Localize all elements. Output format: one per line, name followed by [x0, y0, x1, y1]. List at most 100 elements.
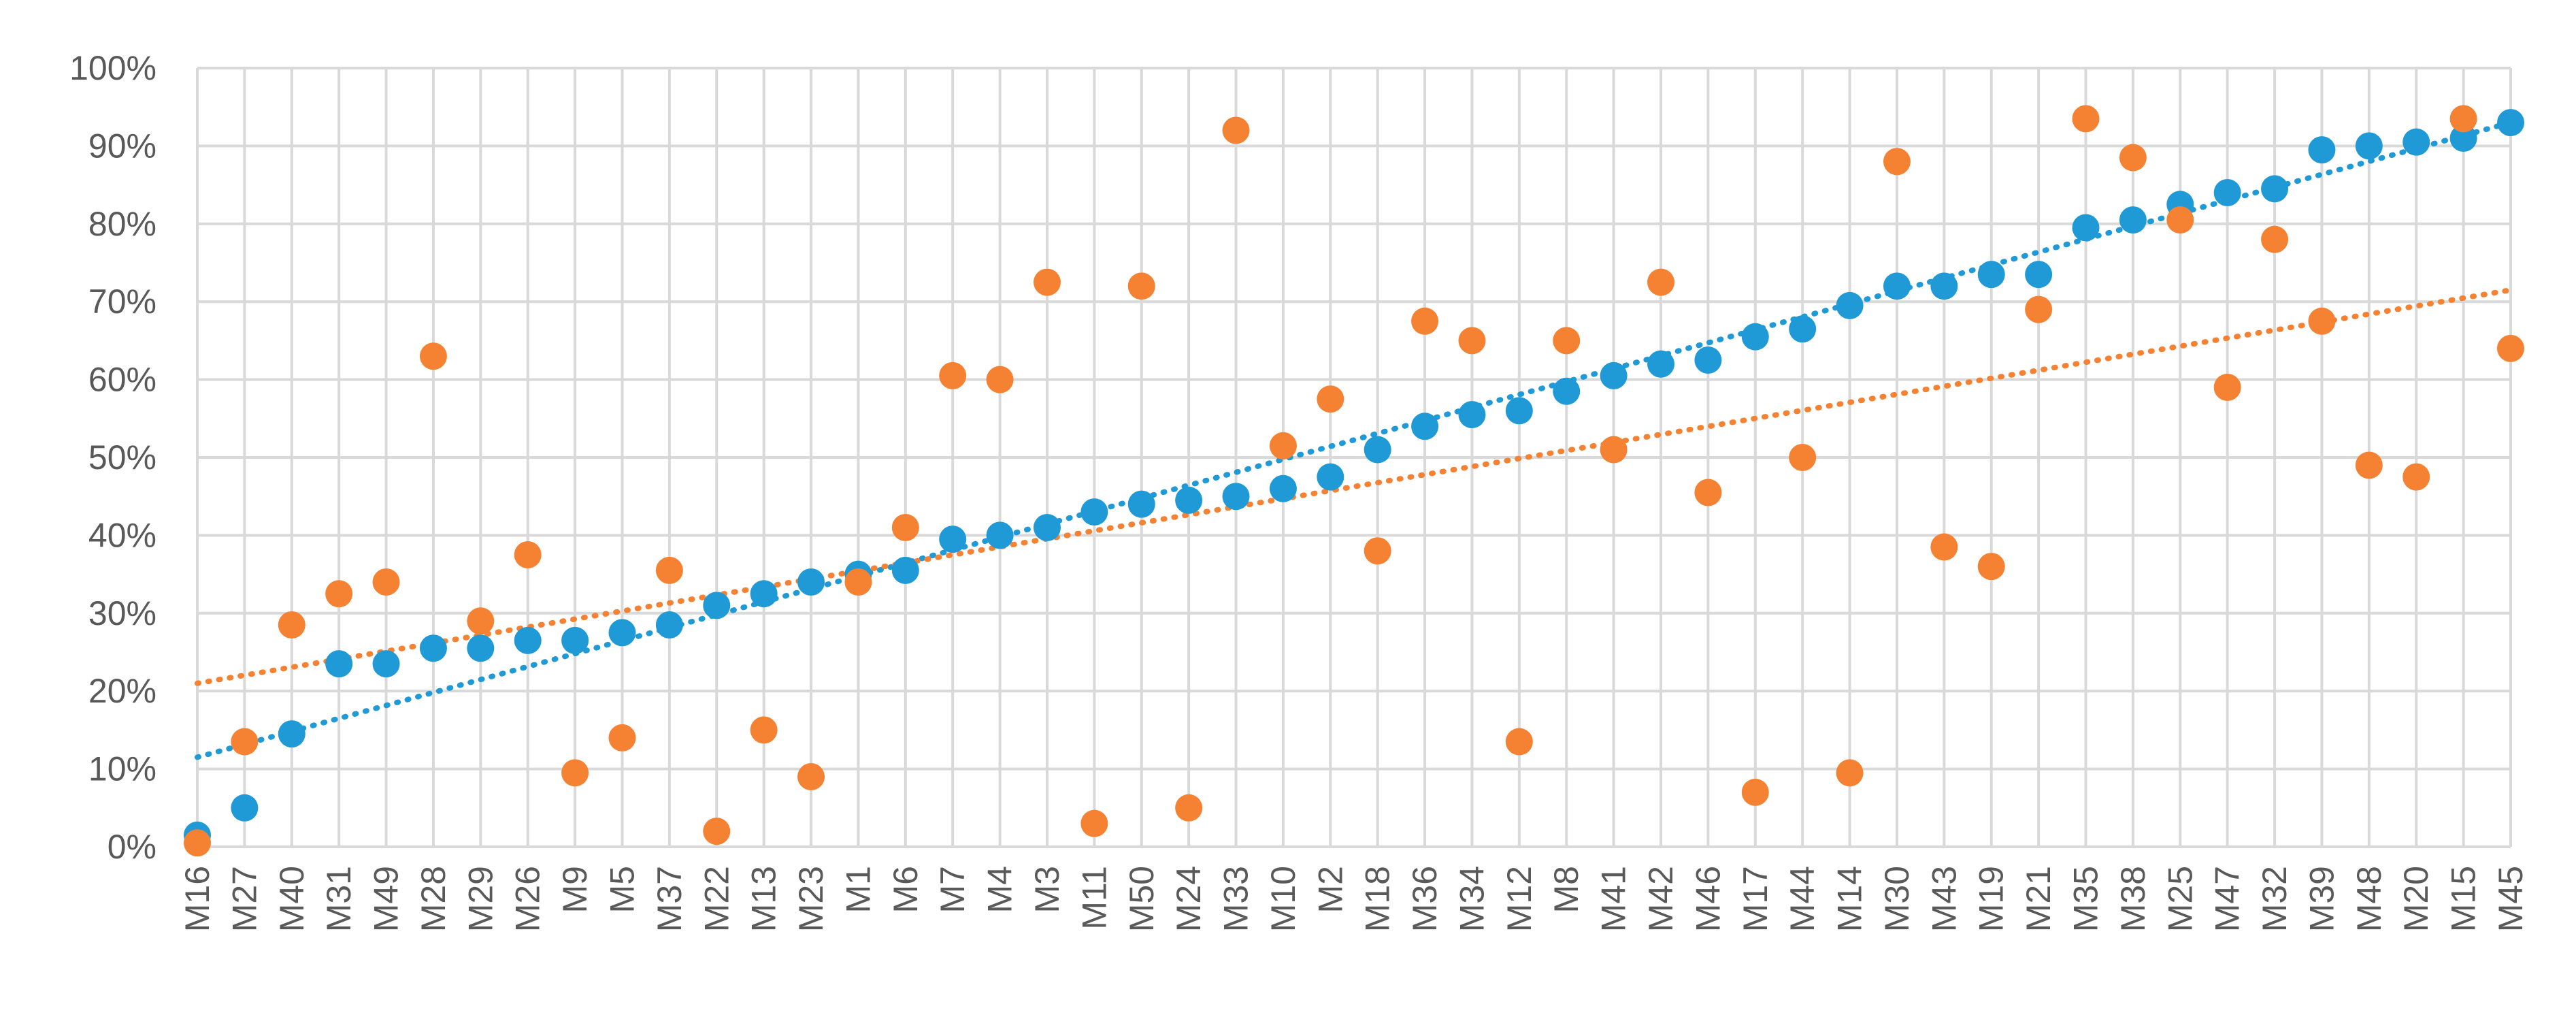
data-point-series-2: [1741, 778, 1769, 806]
data-point-series-1: [608, 619, 636, 647]
data-point-series-1: [2213, 179, 2241, 207]
data-point-series-2: [1883, 148, 1911, 176]
data-point-series-1: [2355, 132, 2383, 160]
data-point-series-1: [514, 626, 542, 654]
data-point-series-2: [2308, 307, 2336, 335]
data-point-series-1: [1789, 315, 1817, 343]
data-point-series-2: [1930, 533, 1958, 561]
data-point-series-2: [703, 818, 731, 845]
data-point-series-2: [467, 607, 495, 635]
data-point-series-1: [2025, 261, 2053, 289]
x-tick-label: M2: [1311, 866, 1349, 913]
data-point-series-2: [1647, 268, 1675, 296]
x-tick-label: M6: [887, 866, 925, 913]
data-point-series-2: [2166, 206, 2194, 234]
data-point-series-1: [1741, 323, 1769, 351]
x-tick-label: M33: [1217, 866, 1255, 932]
data-point-series-2: [1080, 809, 1108, 837]
data-point-series-2: [1458, 327, 1486, 355]
x-tick-label: M1: [839, 866, 877, 913]
x-tick-label: M8: [1547, 866, 1585, 913]
data-point-series-1: [1411, 413, 1439, 440]
x-tick-label: M17: [1736, 866, 1774, 932]
data-point-series-1: [1694, 346, 1722, 374]
data-point-series-2: [2402, 463, 2430, 491]
y-tick-label: 80%: [88, 205, 156, 243]
data-point-series-2: [1411, 307, 1439, 335]
data-point-series-2: [844, 568, 872, 596]
data-point-series-1: [2402, 128, 2430, 156]
y-tick-label: 60%: [88, 361, 156, 399]
data-point-series-2: [891, 513, 919, 541]
x-tick-label: M49: [367, 866, 406, 932]
x-tick-label: M45: [2492, 866, 2530, 932]
x-tick-label: M47: [2209, 866, 2247, 932]
data-point-series-2: [1269, 432, 1297, 459]
x-tick-label: M20: [2397, 866, 2435, 932]
x-tick-label: M4: [981, 866, 1019, 913]
data-point-series-2: [1789, 444, 1817, 471]
data-point-series-2: [561, 759, 589, 787]
data-point-series-1: [372, 650, 400, 678]
data-point-series-2: [797, 763, 825, 791]
data-point-series-2: [2449, 105, 2477, 133]
data-point-series-1: [2119, 206, 2147, 234]
data-point-series-1: [2449, 124, 2477, 152]
data-point-series-2: [325, 580, 353, 608]
data-point-series-2: [2072, 105, 2100, 133]
y-tick-label: 100%: [69, 49, 156, 87]
data-point-series-1: [231, 794, 259, 822]
x-tick-label: M38: [2114, 866, 2152, 932]
data-point-series-2: [1553, 327, 1581, 355]
data-point-series-1: [325, 650, 353, 678]
x-tick-label: M12: [1500, 866, 1538, 932]
y-axis-ticks: 0% 10% 20% 30% 40% 50% 60% 70% 80% 90% 100%: [69, 49, 156, 866]
x-tick-label: M23: [792, 866, 830, 932]
x-tick-label: M21: [2019, 866, 2058, 932]
data-point-series-1: [1883, 272, 1911, 300]
x-tick-label: M40: [273, 866, 311, 932]
x-tick-label: M10: [1264, 866, 1302, 932]
data-point-series-1: [561, 626, 589, 654]
data-point-series-2: [1127, 272, 1155, 300]
data-point-series-2: [184, 829, 211, 857]
x-tick-label: M41: [1595, 866, 1633, 932]
y-tick-label: 40%: [88, 516, 156, 554]
data-point-series-2: [1694, 479, 1722, 506]
data-point-series-2: [419, 342, 447, 370]
data-point-series-2: [750, 716, 778, 744]
data-point-series-1: [750, 580, 778, 608]
data-point-series-1: [986, 521, 1014, 549]
data-point-series-2: [1505, 728, 1533, 756]
x-tick-label: M35: [2067, 866, 2105, 932]
x-tick-label: M48: [2350, 866, 2388, 932]
data-point-series-1: [1033, 513, 1061, 541]
data-point-series-1: [1175, 486, 1203, 514]
data-point-series-1: [278, 720, 306, 748]
data-point-series-2: [608, 724, 636, 752]
data-point-series-1: [1647, 350, 1675, 378]
data-point-series-1: [939, 526, 967, 553]
data-point-series-1: [1930, 272, 1958, 300]
data-point-series-2: [1175, 794, 1203, 822]
data-point-series-2: [1836, 759, 1864, 787]
x-tick-label: M19: [1972, 866, 2011, 932]
data-point-series-2: [1222, 116, 1250, 144]
x-tick-label: M14: [1831, 866, 1869, 932]
x-tick-label: M5: [603, 866, 641, 913]
data-point-series-1: [2261, 175, 2289, 203]
x-tick-label: M11: [1075, 866, 1113, 930]
x-tick-label: M34: [1453, 866, 1491, 932]
x-tick-label: M43: [1925, 866, 1963, 932]
data-point-series-1: [797, 568, 825, 596]
x-tick-label: M26: [509, 866, 547, 932]
data-point-series-2: [2213, 374, 2241, 402]
x-tick-label: M50: [1123, 866, 1161, 932]
data-point-series-2: [986, 366, 1014, 393]
data-point-series-1: [1080, 498, 1108, 526]
data-point-series-1: [1458, 401, 1486, 429]
x-tick-label: M7: [934, 866, 972, 913]
x-tick-label: M32: [2256, 866, 2294, 932]
data-point-series-1: [891, 556, 919, 584]
data-point-series-1: [1364, 436, 1391, 464]
